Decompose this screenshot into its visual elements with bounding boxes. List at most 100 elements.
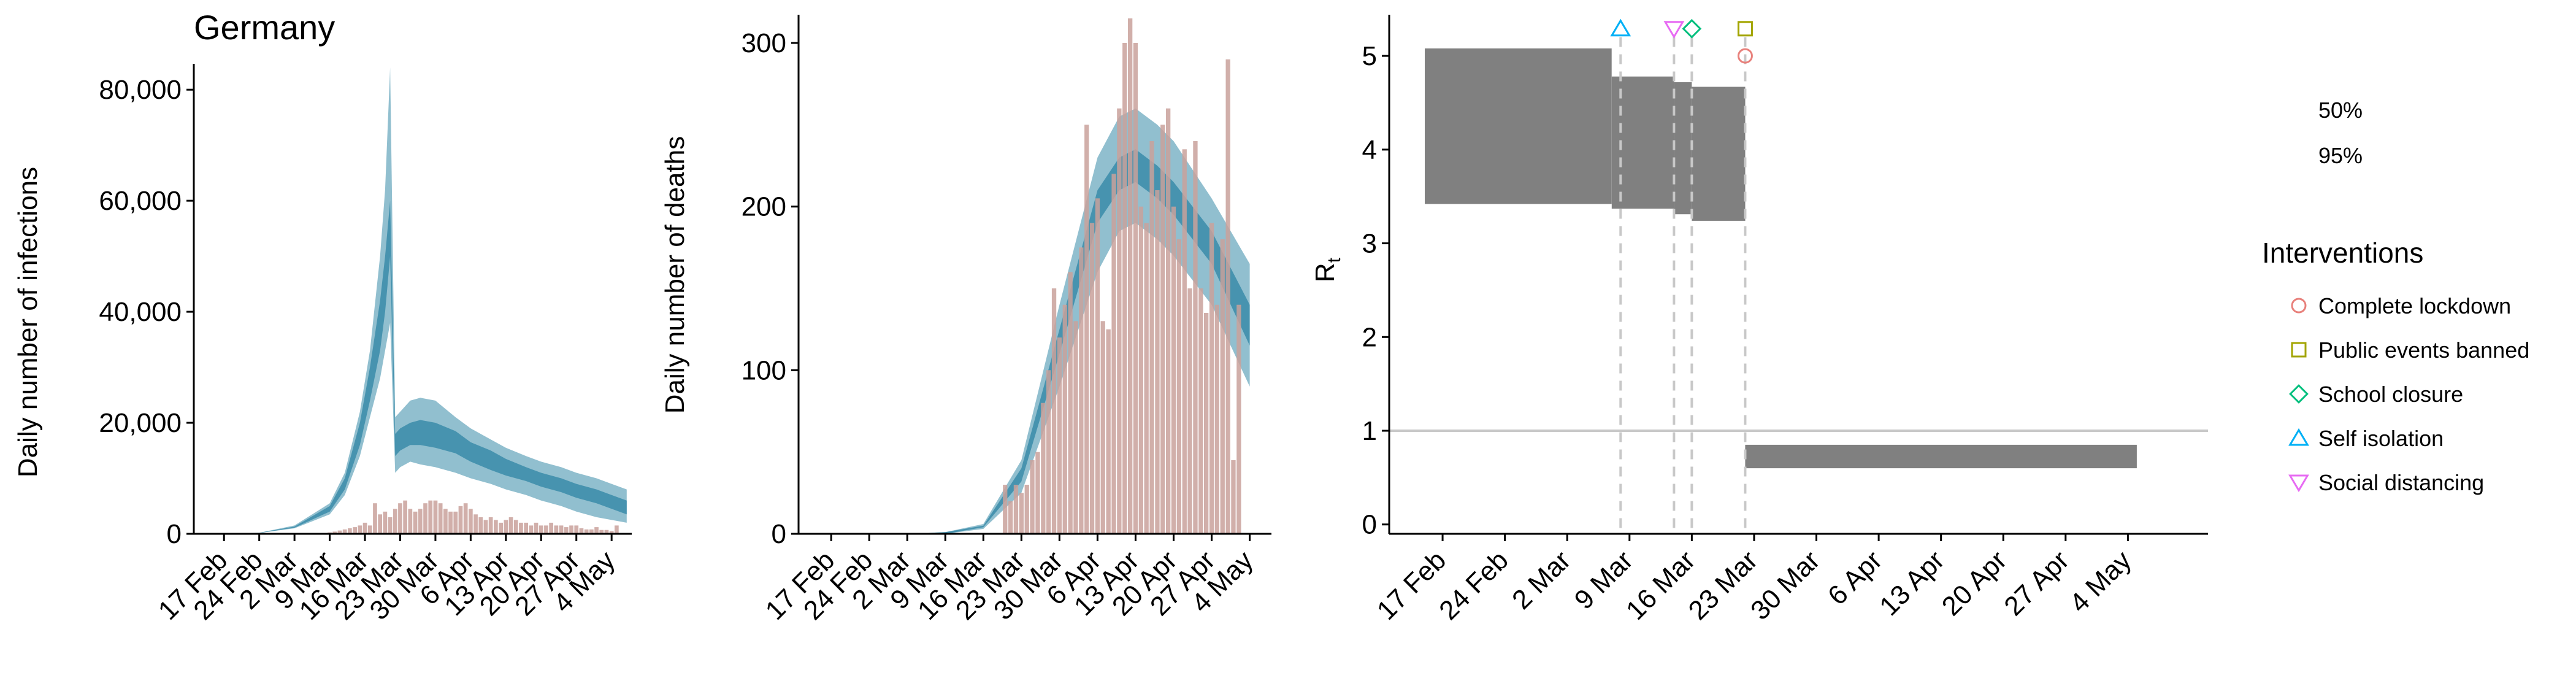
infections-bar [362, 522, 367, 534]
infections-bar [508, 517, 513, 534]
infections-bar [494, 520, 498, 534]
rt-segment [1745, 444, 2137, 469]
infections-bar [438, 503, 443, 534]
legend-key-50 [2284, 97, 2312, 125]
deaths-bar [1204, 313, 1209, 534]
rt-markers [1610, 18, 1753, 64]
infections-bar [549, 522, 553, 534]
rt-y-label-sub: t [1324, 257, 1344, 263]
infections-bar [469, 509, 473, 534]
infections-bars [323, 500, 619, 534]
deaths-bar [1155, 190, 1160, 534]
legend-marker [2291, 342, 2307, 358]
infections-bar [353, 527, 357, 534]
rt-x-tick-label: 13 Apr [1874, 545, 1950, 622]
deaths-bar [1122, 43, 1127, 534]
infections-bar [513, 520, 518, 534]
deaths-bar [1193, 141, 1198, 534]
deaths-bar [1008, 501, 1013, 534]
infections-bar [504, 520, 508, 534]
rt-x-tick-label: 4 May [2064, 545, 2137, 618]
infections-bar [423, 503, 427, 534]
rt-y-tick-label: 0 [1362, 510, 1377, 540]
infections-bar [342, 529, 347, 534]
infections-bar [358, 525, 362, 534]
rt-y-label-main: R [1310, 263, 1340, 282]
deaths-bar [1073, 321, 1078, 534]
infections-bar [367, 525, 372, 534]
legend-marker [2288, 428, 2309, 446]
infections-bar [519, 522, 523, 534]
rt-segment [1674, 82, 1692, 215]
deaths-bar [1214, 304, 1219, 534]
deaths-bar [1149, 141, 1154, 534]
rt-x-tick-label: 23 Mar [1683, 545, 1763, 625]
rt-y-tick-label: 1 [1362, 416, 1377, 446]
deaths-bar [1035, 452, 1040, 534]
infections-bar [332, 531, 337, 534]
infections-bar [478, 517, 483, 534]
infections-bar [604, 530, 609, 534]
infections-bar [579, 528, 584, 534]
rt-marker [1663, 21, 1685, 39]
deaths-band-50 [831, 149, 1250, 534]
deaths-y-label: Daily number of deaths [660, 136, 690, 414]
infections-bar [428, 500, 433, 534]
infections-bar [594, 527, 599, 534]
infections-bar [403, 500, 407, 534]
legend-marker [2288, 474, 2309, 493]
rt-x-tick-label: 24 Feb [1433, 545, 1514, 626]
rt-x-tick-label: 20 Apr [1936, 545, 2013, 622]
infections-bands [224, 67, 627, 534]
legend: 50% 95% Interventions Complete lockdown P… [2262, 97, 2529, 495]
deaths-bar [1128, 18, 1133, 534]
infections-band-50 [224, 201, 627, 534]
rt-x-tick-label: 17 Feb [1371, 545, 1452, 626]
deaths-bar [1041, 403, 1046, 534]
rt-x-tick-label: 27 Apr [1998, 545, 2075, 622]
infections-bar [483, 520, 488, 534]
infections-bar [574, 525, 579, 534]
deaths-bar [1171, 206, 1176, 534]
infections-bar [373, 503, 377, 534]
rt-y-tick-label: 4 [1362, 135, 1377, 165]
figure-title: Germany [194, 8, 335, 47]
rt-y-tick-label: 3 [1362, 229, 1377, 259]
infections-bar [599, 530, 604, 534]
deaths-bar [1176, 239, 1181, 534]
legend-item-label: Social distancing [2318, 470, 2484, 495]
infections-bar [569, 525, 573, 534]
infections-bar [408, 509, 413, 534]
legend-marker [2291, 298, 2307, 314]
deaths-bar [1057, 337, 1062, 534]
rt-marker [1737, 48, 1753, 64]
infections-bar [584, 529, 589, 534]
rt-x-tick-label: 2 Mar [1506, 545, 1576, 615]
infections-bar [524, 522, 528, 534]
deaths-bar [1111, 174, 1116, 534]
deaths-y-tick-label: 300 [742, 28, 786, 58]
infections-bar [418, 509, 423, 534]
deaths-bar [1068, 272, 1073, 534]
infections-bar [609, 531, 614, 534]
deaths-bar [1019, 493, 1024, 534]
rt-segment [1692, 87, 1746, 221]
infections-bar [499, 522, 503, 534]
infections-bar [554, 525, 559, 534]
rt-y-label: Rt [1310, 257, 1344, 282]
infections-bar [393, 509, 397, 534]
legend-band-95: 95% [2318, 143, 2363, 168]
infections-bar [383, 511, 388, 534]
rt-segment [1425, 48, 1612, 204]
deaths-bar [1144, 223, 1149, 534]
deaths-bar [1051, 288, 1057, 534]
rt-marker [1682, 18, 1702, 39]
deaths-band-95 [831, 108, 1250, 534]
infections-y-tick-label: 80,000 [99, 75, 182, 105]
infections-bar [388, 517, 393, 534]
